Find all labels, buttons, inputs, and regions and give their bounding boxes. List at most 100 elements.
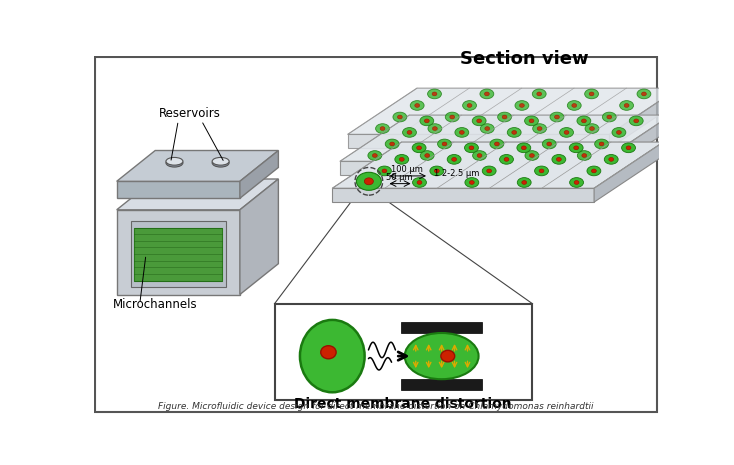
Ellipse shape [487,169,492,173]
Ellipse shape [477,153,482,158]
Ellipse shape [399,158,404,161]
Ellipse shape [404,333,479,379]
Ellipse shape [485,126,490,131]
Ellipse shape [617,131,622,134]
Ellipse shape [504,158,509,161]
Ellipse shape [376,124,390,133]
Ellipse shape [377,166,391,176]
Ellipse shape [484,92,490,96]
Ellipse shape [533,124,547,133]
Ellipse shape [539,169,544,173]
Ellipse shape [603,112,617,122]
Ellipse shape [477,119,482,123]
Ellipse shape [574,180,579,184]
Ellipse shape [517,178,531,187]
Ellipse shape [368,151,382,160]
Ellipse shape [498,112,512,122]
Ellipse shape [507,127,521,137]
Ellipse shape [455,127,469,137]
Ellipse shape [589,92,594,96]
Ellipse shape [559,127,573,137]
Polygon shape [594,142,664,202]
Ellipse shape [413,143,426,153]
Ellipse shape [624,104,629,107]
Ellipse shape [480,124,494,133]
Ellipse shape [465,178,479,187]
Ellipse shape [432,126,437,131]
Text: Direct membrane distortion: Direct membrane distortion [294,397,512,411]
Polygon shape [240,179,278,294]
Ellipse shape [572,104,577,107]
Polygon shape [117,151,278,181]
Ellipse shape [365,180,369,184]
Polygon shape [333,188,594,202]
Ellipse shape [424,119,429,123]
Ellipse shape [582,153,586,158]
Text: Reservoirs: Reservoirs [159,106,221,120]
Polygon shape [348,88,679,134]
Ellipse shape [502,115,507,119]
Ellipse shape [357,173,382,190]
Ellipse shape [604,154,618,164]
Ellipse shape [437,139,451,149]
Ellipse shape [469,146,474,150]
FancyBboxPatch shape [95,57,657,412]
Ellipse shape [441,350,455,362]
Ellipse shape [626,146,631,150]
Ellipse shape [608,158,614,161]
Polygon shape [117,210,240,294]
Ellipse shape [552,154,566,164]
Ellipse shape [432,92,437,96]
Ellipse shape [500,154,513,164]
Ellipse shape [521,146,526,150]
Ellipse shape [570,143,583,153]
Polygon shape [340,115,671,161]
Ellipse shape [517,143,531,153]
Ellipse shape [495,142,499,146]
Ellipse shape [442,142,447,146]
Ellipse shape [512,131,517,134]
Ellipse shape [482,166,496,176]
Polygon shape [609,88,679,148]
Ellipse shape [467,104,472,107]
Ellipse shape [402,127,416,137]
Ellipse shape [537,92,542,96]
Ellipse shape [550,112,564,122]
FancyBboxPatch shape [275,304,532,400]
Ellipse shape [473,151,487,160]
Ellipse shape [415,104,420,107]
Ellipse shape [390,142,395,146]
Ellipse shape [522,180,526,184]
Ellipse shape [592,169,596,173]
Polygon shape [240,151,278,198]
Ellipse shape [397,115,402,119]
Ellipse shape [525,151,539,160]
Ellipse shape [581,119,586,123]
Ellipse shape [556,158,562,161]
Ellipse shape [470,180,474,184]
Ellipse shape [407,131,412,134]
Ellipse shape [166,159,183,167]
Ellipse shape [447,154,461,164]
Ellipse shape [612,127,626,137]
Ellipse shape [585,124,599,133]
Ellipse shape [529,153,534,158]
Ellipse shape [417,180,422,184]
Ellipse shape [364,178,374,185]
Polygon shape [401,322,482,333]
Polygon shape [340,161,602,175]
Ellipse shape [642,92,647,96]
Ellipse shape [629,116,643,126]
Ellipse shape [446,112,459,122]
Ellipse shape [525,116,539,126]
Ellipse shape [450,115,454,119]
Polygon shape [602,115,671,175]
Ellipse shape [212,159,229,167]
Ellipse shape [622,143,636,153]
Ellipse shape [435,169,439,173]
Polygon shape [134,227,222,281]
Ellipse shape [413,178,426,187]
Ellipse shape [472,116,486,126]
Text: 1 2-2.5 μm: 1 2-2.5 μm [435,169,480,178]
Ellipse shape [300,320,365,392]
